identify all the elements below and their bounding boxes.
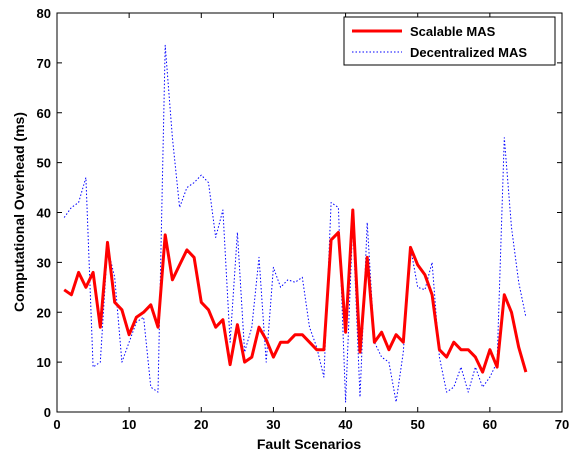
x-tick-label: 10	[122, 417, 136, 432]
y-tick-label: 30	[37, 255, 51, 270]
series-line-scalable-mas	[63, 208, 528, 374]
y-tick-label: 50	[37, 156, 51, 171]
legend-label-decentralized-mas: Decentralized MAS	[410, 45, 527, 60]
y-axis-label: Computational Overhead (ms)	[11, 112, 27, 312]
x-tick-label: 0	[53, 417, 60, 432]
legend-box	[343, 16, 556, 66]
x-tick-label: 60	[483, 417, 497, 432]
plot-area	[56, 12, 563, 413]
series-line-decentralized-mas	[63, 44, 527, 403]
legend: Scalable MAS Decentralized MAS	[343, 16, 556, 66]
x-axis: 0 10 20 30 40 50 60 70	[53, 13, 569, 432]
y-axis: 0 10 20 30 40 50 60 70 80	[37, 6, 562, 420]
x-tick-label: 70	[555, 417, 569, 432]
x-tick-label: 50	[410, 417, 424, 432]
y-tick-label: 60	[37, 106, 51, 121]
x-tick-label: 30	[266, 417, 280, 432]
y-tick-label: 0	[44, 405, 51, 420]
legend-label-scalable-mas: Scalable MAS	[410, 24, 496, 39]
x-tick-label: 40	[338, 417, 352, 432]
series-layer	[63, 44, 528, 403]
y-tick-label: 10	[37, 355, 51, 370]
y-tick-label: 70	[37, 56, 51, 71]
x-axis-label: Fault Scenarios	[257, 436, 361, 452]
x-tick-label: 20	[194, 417, 208, 432]
y-tick-label: 40	[37, 206, 51, 221]
y-tick-label: 20	[37, 305, 51, 320]
y-tick-label: 80	[37, 6, 51, 21]
